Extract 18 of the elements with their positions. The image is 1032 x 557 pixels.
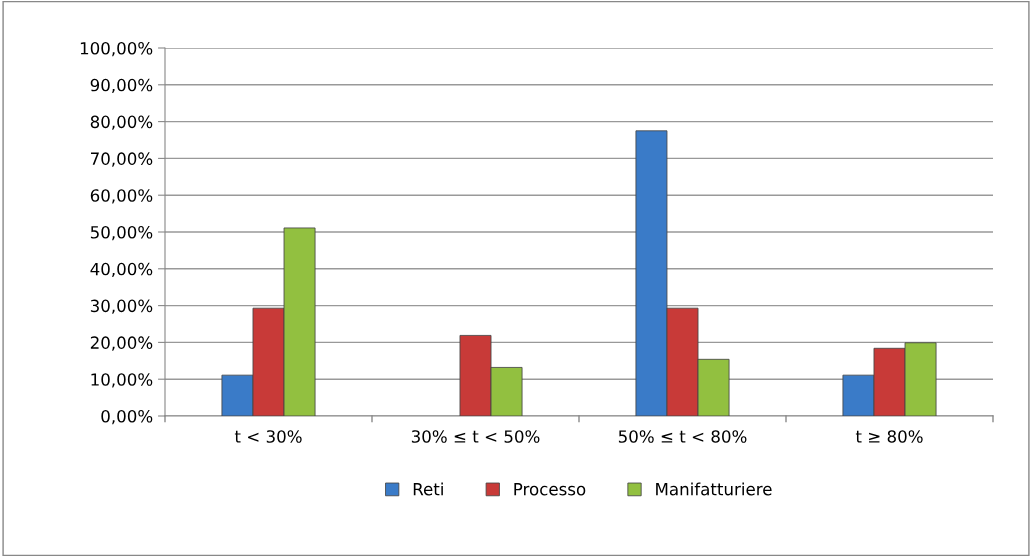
y-tick-label: 70,00% [91, 152, 153, 167]
x-tick-label: 30% ≤ t < 50% [411, 430, 540, 443]
y-tick-label: 60,00% [90, 189, 153, 204]
x-tick-label: 50% ≤ t < 80% [618, 430, 747, 443]
legend-label: Processo [514, 483, 586, 496]
y-tick-label: 0,00% [101, 409, 153, 425]
x-tick-label: t ≥ 80% [855, 430, 923, 443]
y-tick-label: 100,00% [80, 41, 153, 57]
legend-label: Reti [413, 482, 443, 496]
legend-label: Manifatturiere [656, 482, 772, 496]
y-tick-label: 20,00% [90, 336, 153, 351]
x-tick-label: t < 30% [234, 430, 302, 443]
y-tick-label: 10,00% [91, 373, 153, 388]
y-tick-label: 80,00% [90, 115, 153, 130]
y-tick-label: 40,00% [90, 262, 153, 278]
y-tick-label: 50,00% [90, 225, 153, 241]
y-tick-label: 90,00% [90, 78, 153, 94]
y-tick-label: 30,00% [90, 299, 153, 314]
